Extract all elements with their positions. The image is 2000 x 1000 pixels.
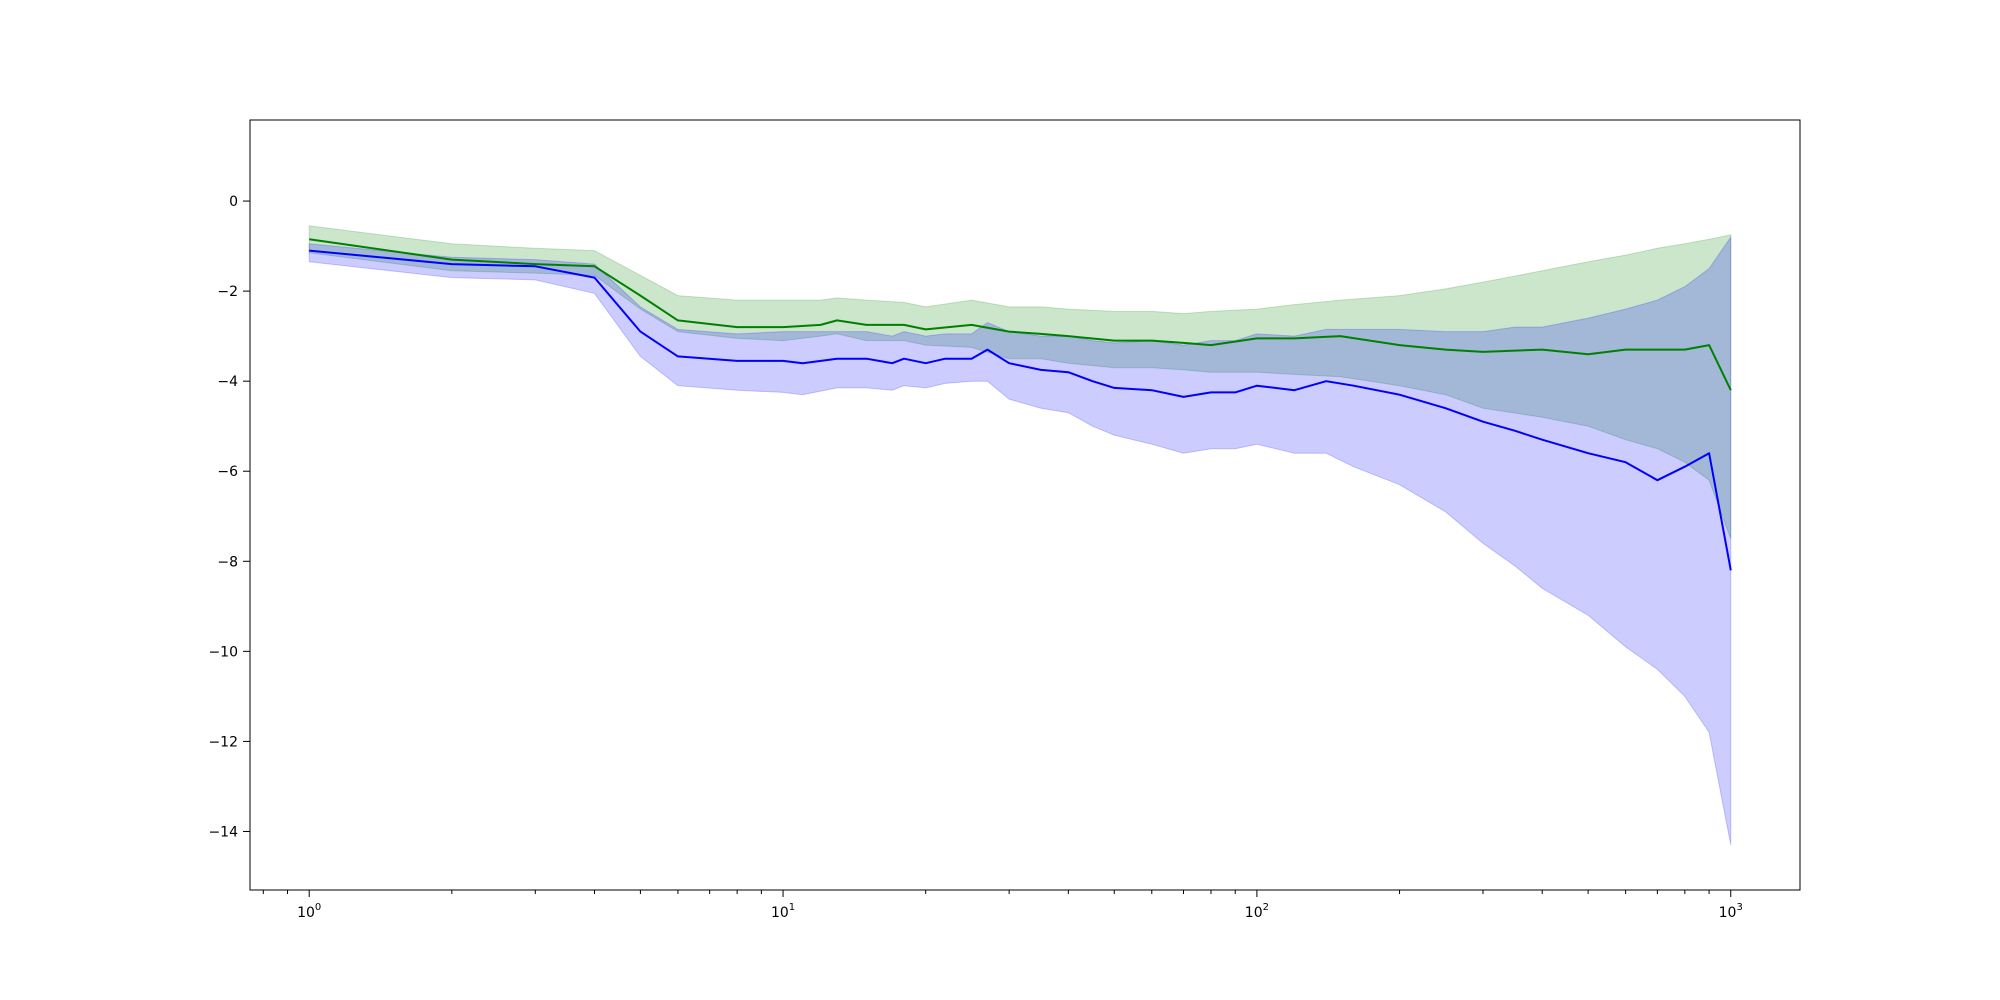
- x-tick-label: 102: [1245, 902, 1269, 921]
- y-tick-label: −12: [208, 734, 238, 750]
- y-tick-label: −2: [217, 284, 238, 300]
- x-tick-exponent: 1: [789, 902, 795, 913]
- x-tick-base: 10: [771, 905, 789, 921]
- x-tick-exponent: 3: [1736, 902, 1742, 913]
- y-tick-label: −4: [217, 374, 238, 390]
- y-tick-label: −14: [208, 824, 238, 840]
- y-tick-label: −6: [217, 464, 238, 480]
- plot-frame: [249, 119, 1801, 891]
- series-0-band: [308, 225, 1732, 539]
- x-tick-exponent: 2: [1263, 902, 1269, 913]
- x-axis: 100 101 102 103: [262, 890, 1743, 921]
- x-tick-label: 100: [297, 902, 321, 921]
- x-tick-label: 103: [1719, 902, 1743, 921]
- y-tick-label: −10: [208, 644, 238, 660]
- x-tick-base: 10: [297, 905, 315, 921]
- x-tick-exponent: 0: [315, 902, 321, 913]
- y-axis: 0 −2 −4 −6 −8 −10 −12 −14: [208, 194, 250, 840]
- x-tick-base: 10: [1719, 905, 1737, 921]
- series-lines: [309, 238, 1732, 571]
- series-1-line: [309, 249, 1732, 571]
- y-tick-label: −8: [217, 554, 238, 570]
- x-tick-label: 101: [771, 902, 795, 921]
- series-0-line: [309, 238, 1732, 391]
- y-tick-label: 0: [229, 194, 238, 210]
- x-tick-base: 10: [1245, 905, 1263, 921]
